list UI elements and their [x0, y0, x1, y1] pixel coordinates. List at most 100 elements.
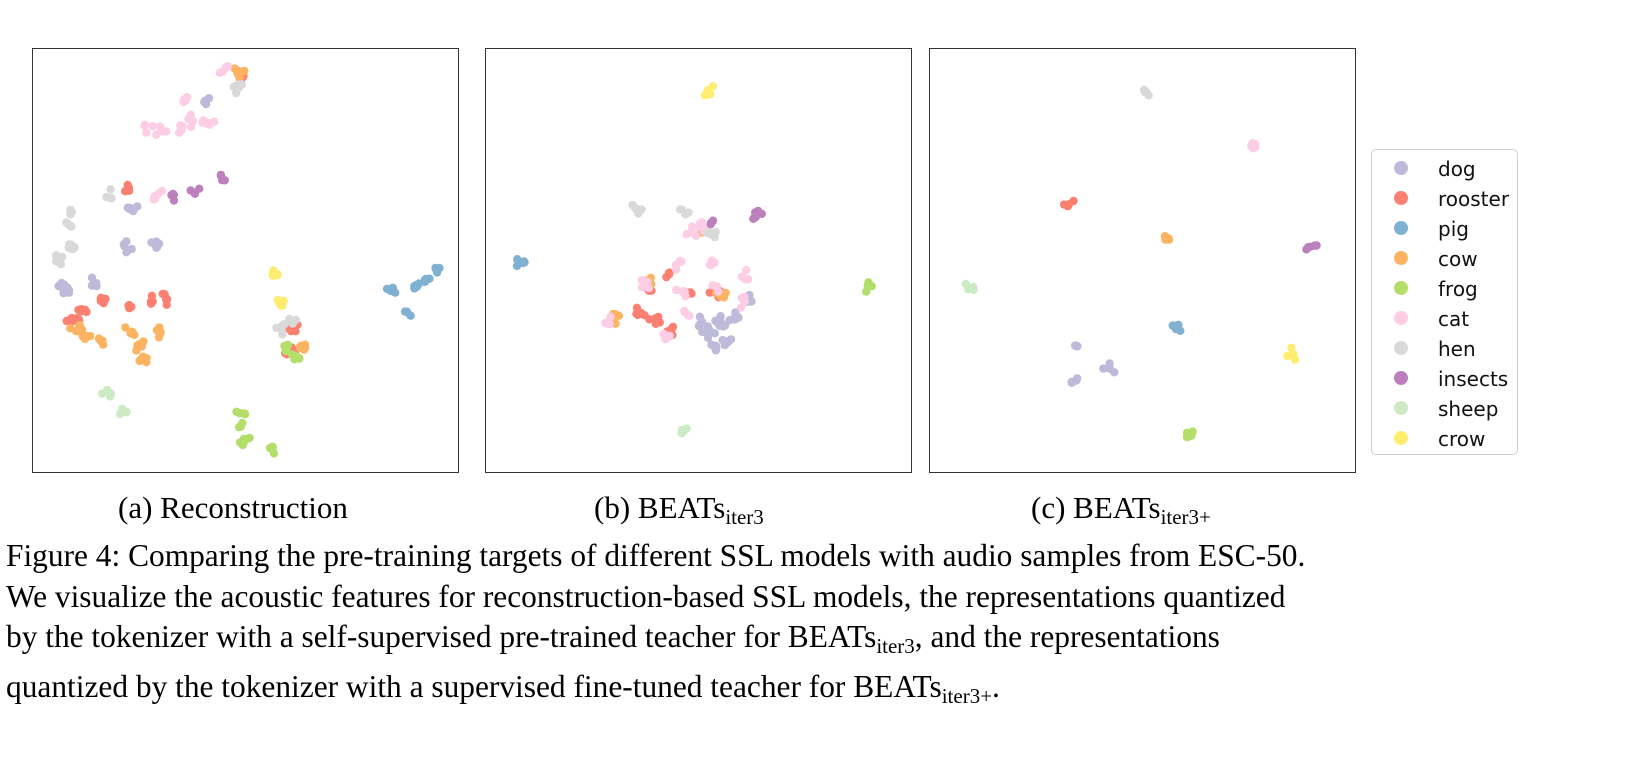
scatter-point-frog [283, 340, 293, 349]
series-crow [268, 266, 288, 310]
scatter-point-dog [725, 316, 734, 325]
scatter-point-cat [714, 287, 723, 296]
scatter-point-hen [66, 205, 75, 215]
scatter-point-insects [1310, 241, 1319, 250]
scatter-point-rooster [632, 303, 642, 312]
scatter-point-hen [677, 205, 686, 214]
scatter-point-dog [1105, 362, 1114, 372]
scatter-point-dog [710, 329, 719, 338]
series-cat [601, 218, 753, 344]
scatter-point-cat [179, 97, 188, 107]
legend-label: frog [1438, 277, 1478, 301]
legend: dog rooster pig cow frog cat hen insects… [1371, 149, 1518, 455]
scatter-point-cat [215, 68, 225, 77]
scatter-point-frog [863, 281, 872, 290]
caption-title: Reconstruction [160, 490, 348, 525]
scatter-plot-reconstruction [51, 62, 444, 458]
scatter-point-dog [731, 308, 740, 317]
scatter-point-cow [240, 66, 249, 76]
scatter-point-cat [695, 219, 705, 228]
legend-marker [1394, 311, 1408, 325]
scatter-point-dog [721, 337, 731, 346]
scatter-point-cat [186, 110, 195, 119]
scatter-point-frog [239, 409, 249, 418]
scatter-point-hen [106, 193, 115, 203]
legend-item-cat: cat [1372, 303, 1517, 333]
legend-label: insects [1438, 367, 1509, 391]
scatter-point-cat [672, 265, 681, 274]
legend-label: dog [1438, 157, 1476, 181]
scatter-point-rooster [645, 315, 654, 324]
figure-caption-line-1: Figure 4: Comparing the pre-training tar… [6, 538, 1306, 573]
legend-label: sheep [1438, 397, 1499, 421]
scatter-point-sheep [677, 429, 686, 438]
scatter-point-pig [391, 288, 400, 297]
scatter-panel-beats-iter3 [485, 48, 912, 473]
scatter-point-cat [1249, 144, 1258, 153]
scatter-point-cat [637, 276, 647, 285]
scatter-point-cat [142, 128, 151, 137]
scatter-panel-beats-iter3plus [929, 48, 1356, 473]
scatter-point-dog [712, 343, 721, 353]
scatter-point-pig [435, 263, 444, 273]
scatter-point-crow [1290, 355, 1300, 364]
series-rooster [1060, 196, 1078, 211]
scatter-point-pig [400, 307, 410, 316]
series-dog [54, 94, 214, 298]
scatter-point-dog [1072, 376, 1081, 385]
caption-text: , and the representations [914, 619, 1220, 654]
series-pig [382, 263, 444, 320]
scatter-point-insects [218, 176, 227, 185]
scatter-point-cow [80, 334, 90, 343]
scatter-point-dog [703, 333, 713, 342]
scatter-point-rooster [101, 294, 110, 304]
legend-item-insects: insects [1372, 363, 1517, 393]
scatter-point-dog [695, 321, 704, 331]
scatter-point-pig [425, 274, 434, 283]
scatter-point-insects [749, 214, 758, 223]
series-cow [66, 64, 310, 367]
legend-item-dog: dog [1372, 153, 1517, 183]
caption-subscript: iter3+ [1160, 505, 1211, 529]
scatter-point-cat [680, 306, 689, 316]
legend-marker [1394, 161, 1408, 175]
legend-item-sheep: sheep [1372, 393, 1517, 423]
subfigure-caption-a: (a) Reconstruction [118, 490, 348, 526]
scatter-point-dog [1070, 341, 1080, 350]
scatter-point-cat [149, 195, 158, 204]
legend-label: hen [1438, 337, 1476, 361]
series-hen [628, 200, 720, 242]
scatter-point-cow [719, 293, 729, 302]
scatter-point-hen [706, 230, 716, 239]
scatter-point-dog [129, 206, 138, 216]
scatter-point-cat [186, 122, 196, 131]
scatter-point-pig [1168, 321, 1177, 330]
scatter-point-cat [661, 335, 670, 344]
subfigure-caption-b: (b) BEATsiter3 [594, 490, 764, 530]
series-sheep [98, 385, 131, 418]
caption-title: BEATs [637, 490, 726, 525]
series-frog [232, 340, 304, 458]
legend-item-crow: crow [1372, 423, 1517, 453]
scatter-point-hen [51, 251, 61, 260]
legend-label: crow [1438, 427, 1486, 451]
legend-marker [1394, 401, 1408, 415]
caption-text: by the tokenizer with a self-supervised … [6, 619, 877, 654]
scatter-point-cat [740, 292, 749, 302]
series-rooster [62, 67, 302, 359]
scatter-point-cat [162, 127, 171, 136]
scatter-point-cow [614, 311, 624, 320]
legend-item-rooster: rooster [1372, 183, 1517, 213]
legend-label: rooster [1438, 187, 1510, 211]
scatter-point-rooster [146, 297, 156, 306]
legend-marker [1394, 251, 1408, 265]
scatter-point-rooster [662, 272, 671, 282]
legend-marker [1394, 341, 1408, 355]
scatter-point-rooster [291, 327, 300, 336]
scatter-point-cow [74, 327, 83, 336]
scatter-point-crow [704, 87, 713, 96]
series-crow [1283, 343, 1300, 364]
caption-prefix: (a) [118, 490, 153, 525]
series-crow [700, 82, 718, 100]
scatter-point-hen [1142, 87, 1151, 97]
